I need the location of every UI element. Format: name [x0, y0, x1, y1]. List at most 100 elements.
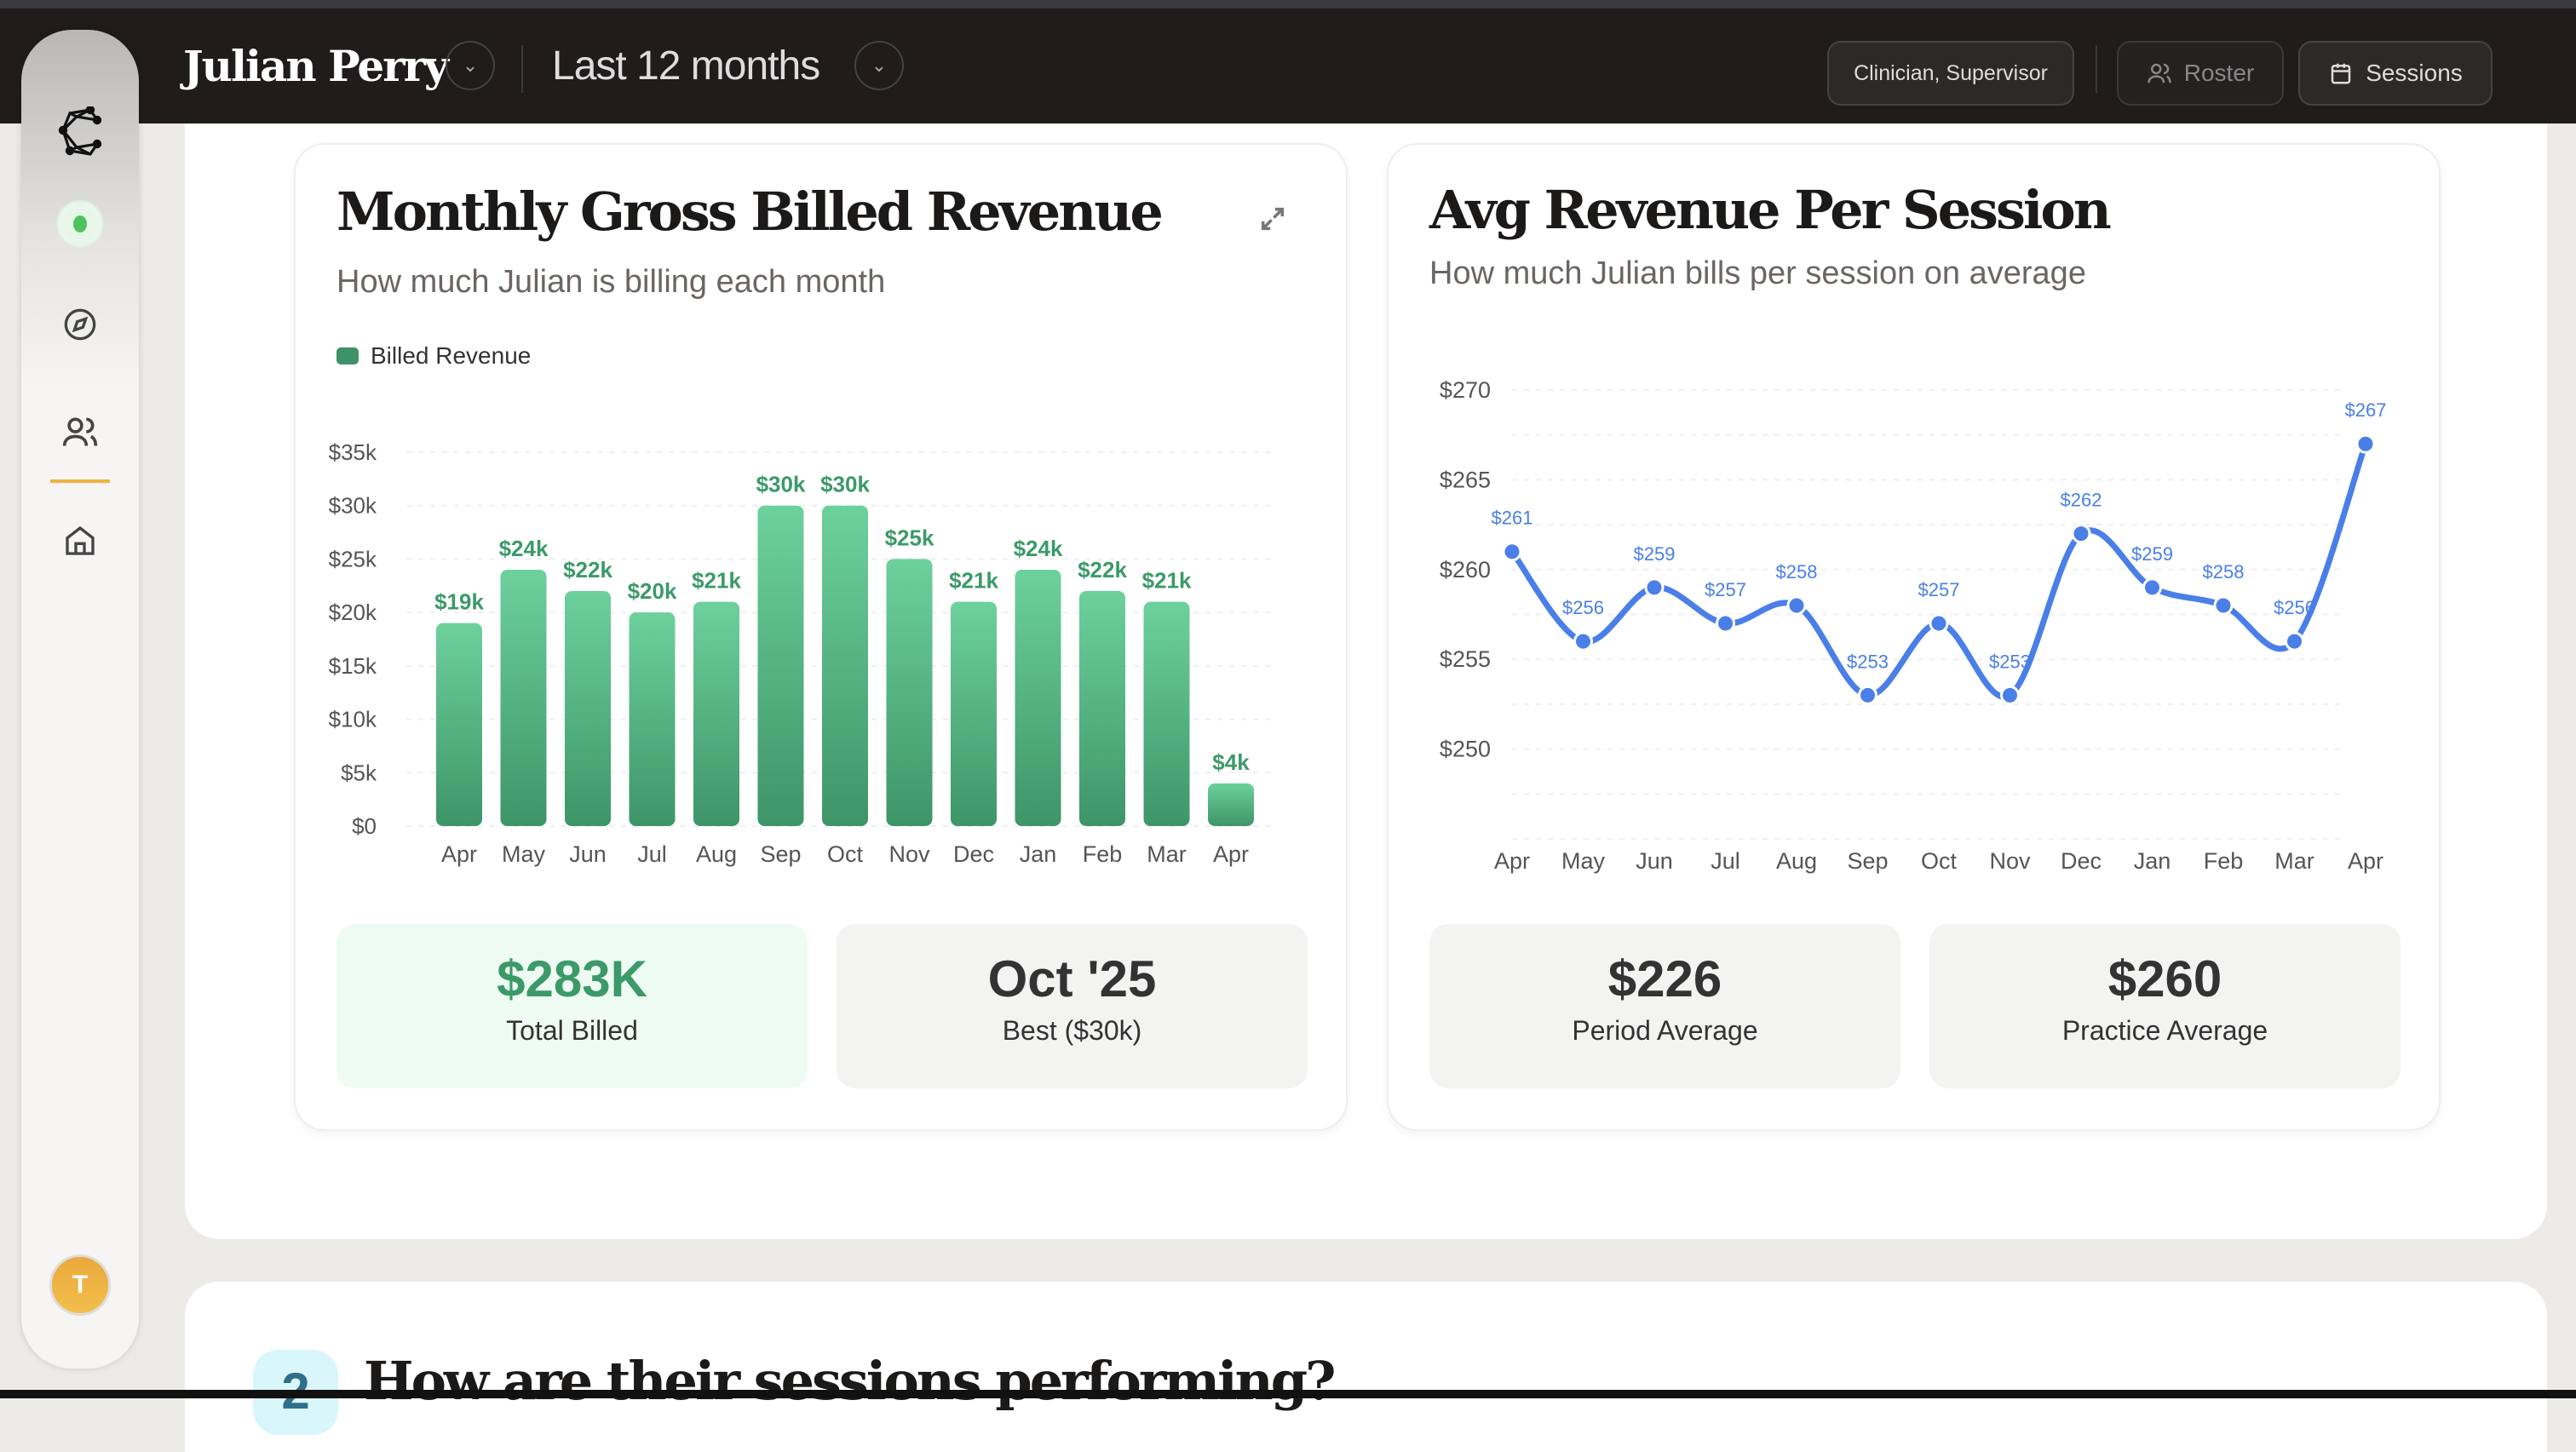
data-point — [1786, 595, 1807, 616]
logo-icon[interactable] — [56, 106, 104, 158]
online-dot-icon — [73, 215, 87, 232]
y-tick-label: $15k — [329, 653, 377, 679]
card-title: Avg Revenue Per Session — [1429, 179, 2112, 241]
x-tick-label: Apr — [441, 841, 477, 867]
data-label: $253 — [1847, 651, 1889, 672]
bar-value-label: $21k — [1142, 568, 1192, 594]
bar — [1208, 783, 1254, 826]
y-tick-label: $10k — [329, 707, 377, 732]
stat-practice-average: $260 Practice Average — [1929, 924, 2401, 1088]
data-label: $259 — [1634, 543, 1676, 565]
sidebar-item-explore[interactable] — [63, 307, 97, 341]
bar-value-label: $22k — [563, 557, 612, 583]
status-indicator[interactable] — [56, 200, 104, 248]
data-point — [2142, 577, 2162, 598]
bar-value-label: $20k — [628, 578, 677, 604]
stat-value: $260 — [2107, 950, 2222, 1007]
y-tick-label: $0 — [352, 813, 377, 839]
x-tick-label: Jan — [1020, 841, 1057, 867]
bar — [886, 559, 933, 826]
y-tick-label: $20k — [329, 600, 377, 625]
sessions-button[interactable]: Sessions — [2298, 41, 2493, 106]
data-point — [2213, 595, 2234, 616]
bar-chart: $0 $5k $10k $15k $20k $25k $30k $35k $19k Apr $24k… — [329, 439, 1275, 867]
data-label: $259 — [2131, 543, 2173, 565]
data-point — [2285, 631, 2304, 651]
user-name: Julian Perry — [183, 41, 449, 91]
data-label: $256 — [2274, 597, 2315, 618]
x-tick-label: Dec — [953, 841, 994, 867]
bar-value-label: $30k — [756, 472, 806, 497]
data-label: $258 — [2203, 561, 2245, 583]
user-dropdown-button[interactable]: ⌄ — [446, 41, 495, 90]
legend-label: Billed Revenue — [371, 342, 532, 369]
expand-icon[interactable] — [1258, 204, 1287, 233]
x-tick-label: Apr — [2348, 848, 2383, 874]
bar — [822, 505, 868, 826]
avatar[interactable]: T — [49, 1254, 111, 1316]
data-point — [2000, 685, 2020, 705]
data-point — [2071, 524, 2091, 544]
sidebar-item-home[interactable] — [63, 524, 97, 558]
bar — [500, 569, 547, 826]
x-tick-label: Sep — [760, 841, 801, 867]
bar-value-label: $19k — [434, 589, 484, 615]
stat-label: Practice Average — [2061, 1015, 2268, 1046]
roster-button[interactable]: Roster — [2117, 41, 2284, 106]
x-tick-label: Nov — [1989, 848, 2031, 874]
data-label: $267 — [2345, 399, 2387, 421]
data-label: $261 — [1492, 508, 1533, 529]
card-subtitle: How much Julian is billing each month — [336, 264, 886, 300]
data-label: $256 — [1562, 597, 1604, 618]
sidebar: T — [21, 30, 139, 1369]
chevron-down-icon: ⌄ — [462, 55, 479, 76]
bar — [693, 601, 739, 826]
x-tick-label: Jan — [2134, 848, 2171, 874]
stat-value: $283K — [497, 950, 647, 1007]
y-tick-label: $250 — [1440, 737, 1491, 762]
bar — [436, 623, 482, 826]
x-tick-label: Feb — [2204, 848, 2244, 874]
data-point — [1644, 577, 1665, 598]
stat-best-month: Oct '25 Best ($30k) — [837, 924, 1308, 1088]
stat-value: Oct '25 — [987, 950, 1157, 1007]
x-tick-label: Apr — [1213, 841, 1249, 867]
x-tick-label: May — [1561, 848, 1606, 874]
period-dropdown-button[interactable]: ⌄ — [854, 41, 904, 90]
monthly-revenue-card: Monthly Gross Billed Revenue How much Ju… — [294, 143, 1348, 1131]
x-tick-label: Oct — [1921, 848, 1958, 874]
x-tick-label: Aug — [696, 841, 737, 867]
data-point — [1502, 542, 1522, 562]
x-tick-label: Feb — [1083, 841, 1123, 867]
x-tick-label: Sep — [1847, 848, 1888, 874]
role-badge[interactable]: Clinician, Supervisor — [1827, 41, 2074, 106]
y-tick-label: $5k — [341, 760, 377, 785]
stat-total-billed: $283K Total Billed — [336, 924, 808, 1088]
divider — [2096, 45, 2097, 93]
people-icon — [2148, 63, 2171, 83]
y-tick-label: $270 — [1440, 377, 1491, 403]
bar-value-label: $21k — [692, 568, 741, 594]
divider — [521, 45, 523, 93]
card-subtitle: How much Julian bills per session on ave… — [1429, 255, 2086, 291]
bar-value-label: $25k — [885, 525, 934, 550]
compass-icon — [64, 308, 96, 341]
x-tick-label: Aug — [1776, 848, 1817, 874]
data-label: $257 — [1918, 579, 1960, 600]
sidebar-item-people[interactable] — [50, 413, 110, 483]
x-tick-label: Jul — [1711, 848, 1740, 874]
card-title: Monthly Gross Billed Revenue — [336, 181, 1164, 243]
bar — [757, 505, 804, 826]
data-point — [1858, 685, 1877, 705]
x-tick-label: May — [502, 841, 546, 867]
data-label: $253 — [1989, 651, 2031, 672]
bar — [951, 601, 997, 826]
home-icon — [66, 525, 95, 555]
bar-value-label: $22k — [1078, 557, 1127, 583]
active-indicator — [50, 479, 110, 483]
data-point — [1929, 613, 1949, 634]
x-tick-label: Mar — [1147, 841, 1187, 867]
y-tick-label: $255 — [1440, 646, 1491, 672]
bar — [629, 612, 676, 826]
bar — [1143, 601, 1190, 826]
